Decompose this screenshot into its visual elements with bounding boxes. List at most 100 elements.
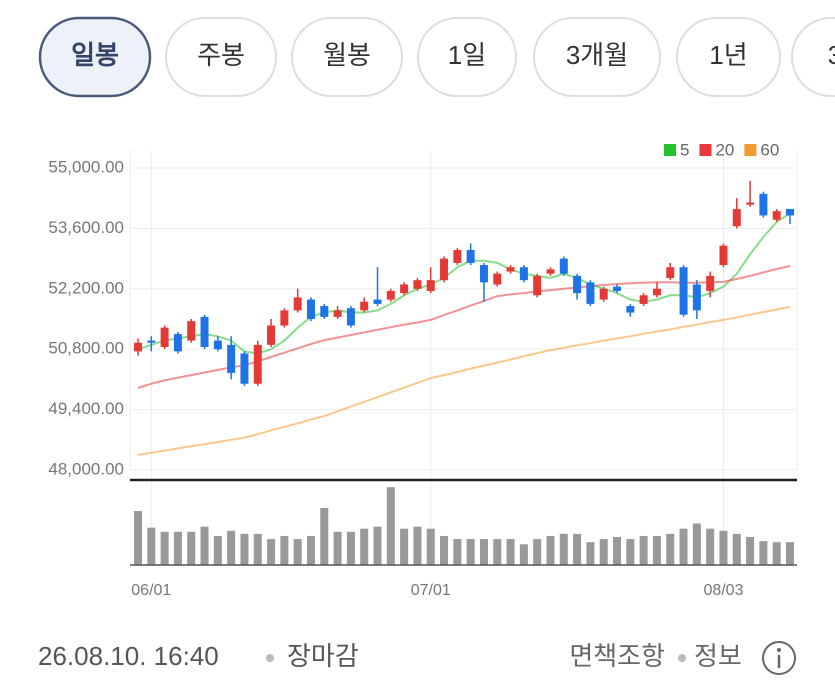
tab-pill [38, 16, 152, 98]
candle-body [306, 299, 315, 319]
volume-bar [333, 531, 342, 565]
candle [360, 297, 369, 313]
candle-body [692, 284, 701, 311]
candle-body [573, 275, 582, 294]
candle [759, 191, 768, 218]
volume-bar [386, 487, 395, 565]
candle-body [426, 280, 435, 291]
candle [306, 297, 315, 322]
candle-body [506, 267, 515, 272]
market-status: 장마감 [287, 641, 359, 671]
candle [599, 286, 608, 302]
volume-bar [240, 533, 249, 565]
legend-item: 20 [699, 140, 734, 159]
candle [147, 336, 156, 352]
candle [400, 282, 409, 296]
candle-body [666, 267, 675, 279]
volume-bar [759, 541, 768, 565]
tab[interactable]: 일봉 [38, 16, 152, 98]
candle-body [373, 299, 382, 304]
candle-body [173, 334, 182, 352]
tab-label: 일봉 [71, 40, 119, 70]
separator [266, 654, 274, 662]
info-icon[interactable] [762, 641, 796, 675]
candle [626, 303, 635, 317]
volume-bar [173, 531, 182, 565]
candle [160, 325, 169, 350]
tab[interactable]: 3년 [791, 17, 835, 97]
candle [559, 256, 568, 276]
candle [533, 273, 542, 298]
candle-body [466, 249, 475, 263]
candle-body [267, 325, 276, 345]
volume-bar [746, 536, 755, 565]
candle [346, 306, 355, 328]
x-tick-label: 07/01 [411, 582, 451, 599]
candle-body [772, 211, 781, 220]
tab-label: 1일 [448, 40, 486, 70]
volume-bar [147, 527, 156, 565]
candle [320, 303, 329, 319]
candle [187, 319, 196, 343]
tab-pill [165, 17, 277, 97]
x-tick-label: 08/03 [703, 582, 743, 599]
candle-body [559, 258, 568, 274]
separator [678, 654, 686, 662]
tab-pill [291, 17, 403, 97]
candle-body [732, 208, 741, 227]
volume-bar [679, 528, 688, 565]
volume-bar [400, 528, 409, 565]
candle [213, 336, 222, 352]
candle [719, 243, 728, 268]
legend-item: 60 [744, 140, 779, 159]
tab[interactable]: 주봉 [165, 17, 277, 97]
volume-bar [493, 539, 502, 565]
candle-body [213, 340, 222, 350]
volume-bar [227, 530, 236, 565]
candle [466, 243, 475, 266]
x-tick-label: 06/01 [131, 582, 171, 599]
volume-bar [413, 526, 422, 565]
candle-body [759, 193, 768, 216]
volume-bar [599, 539, 608, 565]
volume-bar [479, 539, 488, 565]
candle [413, 278, 422, 291]
candle-body [413, 280, 422, 289]
candle [706, 271, 715, 298]
y-tick-label: 53,600.00 [48, 218, 124, 237]
candle-body [147, 340, 156, 343]
candle [772, 208, 781, 222]
volume-bar [546, 535, 555, 565]
volume-bar [134, 511, 142, 565]
tab[interactable]: 3개월 [533, 17, 661, 97]
candle [373, 267, 382, 307]
volume-bar [772, 542, 781, 565]
tab-label: 주봉 [197, 40, 245, 70]
info-link[interactable]: 정보 [694, 641, 742, 671]
tab-pill [417, 17, 517, 97]
tab[interactable]: 1일 [417, 17, 517, 97]
tab-pill [791, 17, 835, 97]
legend-swatch [744, 144, 757, 156]
tab[interactable]: 1년 [676, 17, 781, 97]
volume-bar [360, 528, 369, 565]
y-tick-label: 49,400.00 [48, 399, 124, 418]
tab[interactable]: 월봉 [291, 17, 403, 97]
candle-body [253, 344, 262, 384]
disclaimer-link[interactable]: 면책조항 [569, 641, 665, 671]
tab-pill [676, 17, 781, 97]
chart: 48,000.00 49,400.00 50,800.00 52,200.00 53,6… [48, 140, 798, 599]
volume-bar [613, 536, 622, 565]
candle-body [360, 301, 369, 311]
volume-bar [373, 526, 382, 565]
candle [652, 282, 661, 298]
volume-bar [786, 542, 794, 565]
candle [573, 273, 582, 300]
candle [519, 265, 528, 283]
candle [506, 265, 515, 274]
tab-label: 월봉 [323, 40, 371, 70]
candle-body [639, 295, 648, 304]
candle [426, 267, 435, 294]
candle [440, 256, 449, 283]
y-tick-label: 52,200.00 [48, 278, 124, 297]
